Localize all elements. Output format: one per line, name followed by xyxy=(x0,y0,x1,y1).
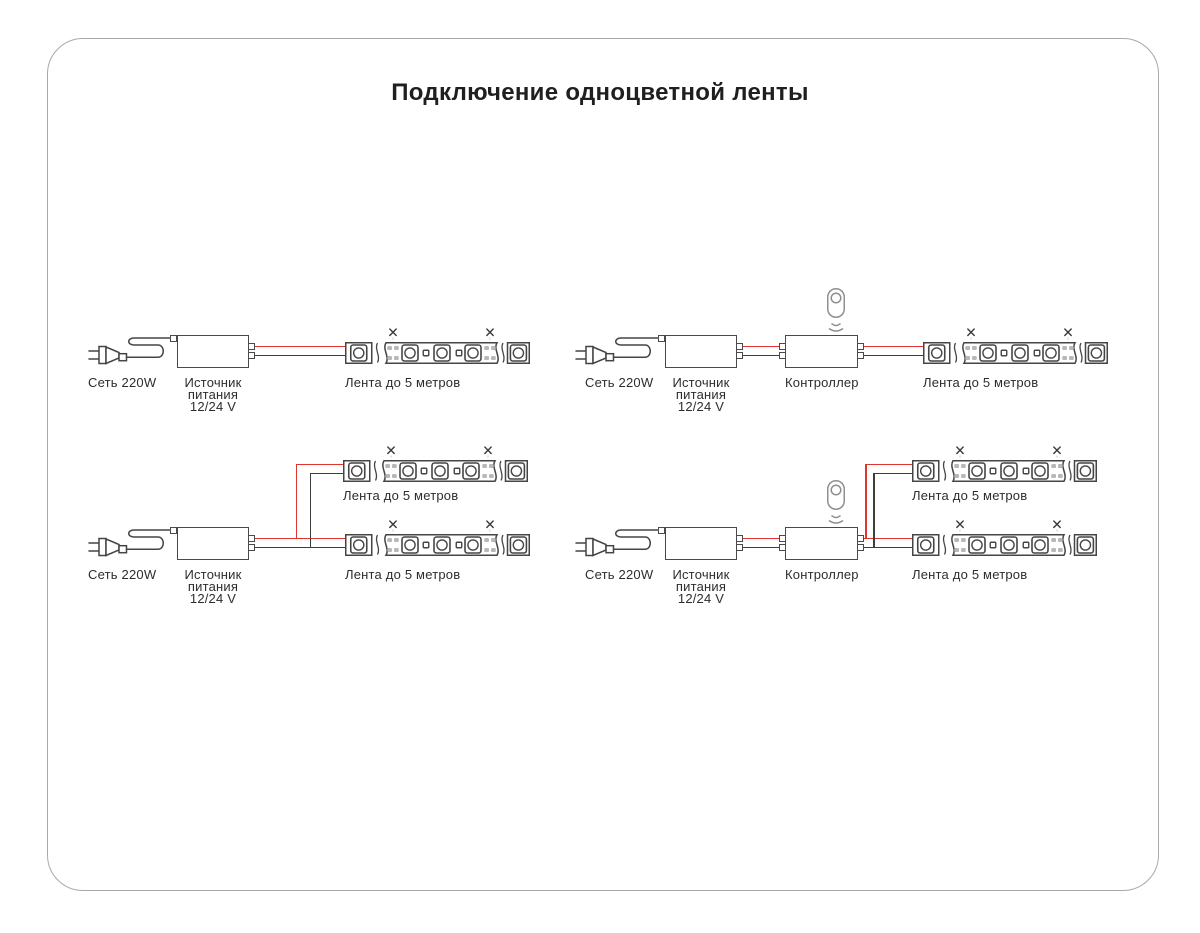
wire-red-branch xyxy=(865,463,867,540)
psu-voltage-label: 12/24 V xyxy=(677,591,725,606)
psu-input-terminal xyxy=(170,527,177,534)
wire-black-branch xyxy=(873,472,875,549)
wire-red-branch xyxy=(865,463,912,466)
wire-black xyxy=(254,546,345,549)
controller-output-terminal xyxy=(857,535,864,542)
mains-label: Сеть 220W xyxy=(585,567,654,582)
wire-black xyxy=(742,546,779,549)
wire-black xyxy=(742,354,779,357)
wire-black-branch xyxy=(873,472,912,475)
strip-label: Лента до 5 метров xyxy=(345,567,461,582)
wire-red xyxy=(863,345,923,348)
mains-label: Сеть 220W xyxy=(585,375,654,390)
strip-label: Лента до 5 метров xyxy=(345,375,461,390)
wire-red xyxy=(742,537,779,540)
psu-input-terminal xyxy=(658,527,665,534)
wire-red xyxy=(254,345,345,348)
strip-label: Лента до 5 метров xyxy=(912,567,1028,582)
strip-label: Лента до 5 метров xyxy=(923,375,1039,390)
power-supply-box xyxy=(177,335,249,368)
wire-black xyxy=(254,354,345,357)
controller-output-terminal xyxy=(857,544,864,551)
psu-label: Источник питания xyxy=(672,567,730,594)
wire-red xyxy=(742,345,779,348)
psu-output-terminal-plus xyxy=(736,535,743,542)
psu-output-terminal-plus xyxy=(736,343,743,350)
wire-black xyxy=(863,546,912,549)
power-supply-box xyxy=(177,527,249,560)
led-strip-icon xyxy=(912,516,1097,556)
wire-black-branch xyxy=(309,472,343,475)
wire-black-branch xyxy=(309,472,312,549)
psu-output-terminal-plus xyxy=(248,343,255,350)
psu-voltage-label: 12/24 V xyxy=(189,399,237,414)
controller-label: Контроллер xyxy=(785,567,859,582)
wire-red-branch xyxy=(295,463,343,466)
psu-output-terminal-plus xyxy=(248,535,255,542)
controller-box xyxy=(785,335,858,368)
psu-voltage-label: 12/24 V xyxy=(189,591,237,606)
power-plug-icon xyxy=(575,523,665,557)
mains-label: Сеть 220W xyxy=(88,567,157,582)
mains-label: Сеть 220W xyxy=(88,375,157,390)
psu-label: Источник питания xyxy=(184,567,242,594)
wire-red xyxy=(863,537,912,540)
psu-input-terminal xyxy=(658,335,665,342)
controller-box xyxy=(785,527,858,560)
psu-voltage-label: 12/24 V xyxy=(677,399,725,414)
led-strip-icon xyxy=(912,442,1097,482)
psu-label: Источник питания xyxy=(184,375,242,402)
controller-label: Контроллер xyxy=(785,375,859,390)
power-supply-box xyxy=(665,527,737,560)
psu-output-terminal-minus xyxy=(248,352,255,359)
page-title: Подключение одноцветной ленты xyxy=(391,79,809,106)
wire-red-branch xyxy=(295,463,298,540)
remote-control-icon xyxy=(826,479,846,527)
controller-output-terminal xyxy=(857,352,864,359)
psu-output-terminal-minus xyxy=(736,544,743,551)
psu-output-terminal-minus xyxy=(248,544,255,551)
wire-red xyxy=(254,537,345,540)
power-supply-box xyxy=(665,335,737,368)
psu-label: Источник питания xyxy=(672,375,730,402)
outer-frame xyxy=(47,38,1159,891)
strip-label: Лента до 5 метров xyxy=(343,488,459,503)
strip-label: Лента до 5 метров xyxy=(912,488,1028,503)
wire-black xyxy=(863,354,923,357)
psu-output-terminal-minus xyxy=(736,352,743,359)
psu-input-terminal xyxy=(170,335,177,342)
controller-output-terminal xyxy=(857,343,864,350)
